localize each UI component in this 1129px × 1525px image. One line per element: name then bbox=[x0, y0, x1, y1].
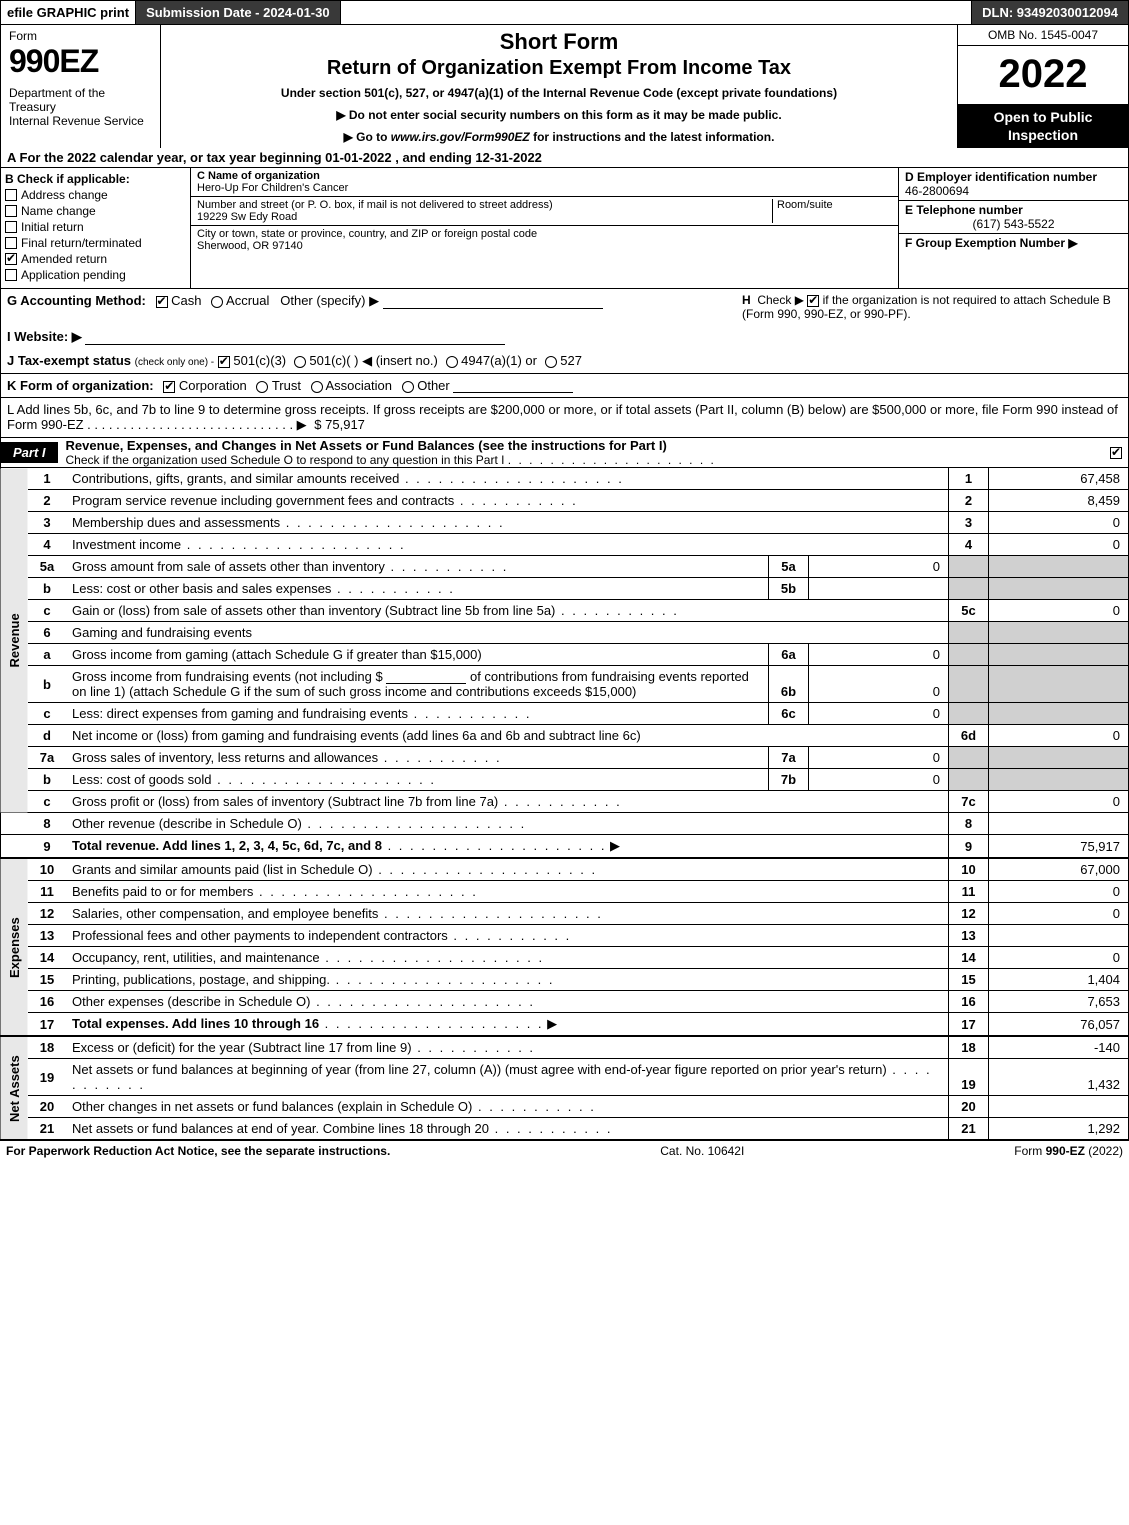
subtitle: Under section 501(c), 527, or 4947(a)(1)… bbox=[169, 86, 949, 100]
note-ssn: ▶ Do not enter social security numbers o… bbox=[169, 108, 949, 122]
chk-trust[interactable] bbox=[256, 381, 268, 393]
line14-value: 0 bbox=[989, 947, 1129, 969]
revenue-table: Revenue 1 Contributions, gifts, grants, … bbox=[0, 468, 1129, 858]
line6b-value: 0 bbox=[809, 666, 949, 703]
chk-amended-return[interactable] bbox=[5, 253, 17, 265]
chk-initial-return[interactable] bbox=[5, 221, 17, 233]
line18-value: -140 bbox=[989, 1037, 1129, 1059]
line4-value: 0 bbox=[989, 534, 1129, 556]
line12-value: 0 bbox=[989, 903, 1129, 925]
tax-year: 2022 bbox=[958, 46, 1128, 104]
ein: 46-2800694 bbox=[905, 184, 1122, 198]
part1-label: Part I bbox=[1, 442, 58, 463]
line10-value: 67,000 bbox=[989, 859, 1129, 881]
netassets-table: Net Assets 18 Excess or (deficit) for th… bbox=[0, 1036, 1129, 1140]
expenses-table: Expenses 10 Grants and similar amounts p… bbox=[0, 858, 1129, 1036]
line3-value: 0 bbox=[989, 512, 1129, 534]
chk-4947[interactable] bbox=[446, 356, 458, 368]
open-to-public: Open to Public Inspection bbox=[958, 104, 1128, 148]
section-def: D Employer identification number 46-2800… bbox=[898, 168, 1128, 288]
line17-value: 76,057 bbox=[989, 1013, 1129, 1036]
dln: DLN: 93492030012094 bbox=[972, 1, 1128, 24]
line11-value: 0 bbox=[989, 881, 1129, 903]
chk-schedule-b[interactable] bbox=[807, 295, 819, 307]
omb-number: OMB No. 1545-0047 bbox=[958, 25, 1128, 46]
efile-label: efile GRAPHIC print bbox=[1, 1, 136, 24]
chk-application-pending[interactable] bbox=[5, 269, 17, 281]
form-label: Form bbox=[9, 29, 152, 43]
note-goto: ▶ Go to www.irs.gov/Form990EZ for instru… bbox=[169, 130, 949, 144]
chk-address-change[interactable] bbox=[5, 189, 17, 201]
row-i: I Website: ▶ bbox=[0, 325, 1129, 349]
org-name: Hero-Up For Children's Cancer bbox=[197, 182, 892, 194]
line6a-value: 0 bbox=[809, 644, 949, 666]
footer-center: Cat. No. 10642I bbox=[390, 1144, 1014, 1158]
chk-other[interactable] bbox=[402, 381, 414, 393]
page-footer: For Paperwork Reduction Act Notice, see … bbox=[0, 1140, 1129, 1161]
phone: (617) 543-5522 bbox=[905, 217, 1122, 231]
line20-value bbox=[989, 1096, 1129, 1118]
form-header: Form 990EZ Department of the Treasury In… bbox=[0, 25, 1129, 148]
chk-final-return[interactable] bbox=[5, 237, 17, 249]
chk-name-change[interactable] bbox=[5, 205, 17, 217]
room-suite-lbl: Room/suite bbox=[772, 199, 892, 223]
org-street: 19229 Sw Edy Road bbox=[197, 211, 772, 223]
chk-association[interactable] bbox=[311, 381, 323, 393]
row-l: L Add lines 5b, 6c, and 7b to line 9 to … bbox=[0, 398, 1129, 438]
section-b: B Check if applicable: Address change Na… bbox=[1, 168, 191, 288]
title-short-form: Short Form bbox=[169, 29, 949, 55]
revenue-side-label: Revenue bbox=[1, 468, 29, 813]
row-g-h: G Accounting Method: Cash Accrual Other … bbox=[0, 289, 1129, 325]
group-exemption-lbl: F Group Exemption Number ▶ bbox=[905, 236, 1078, 250]
submission-date: Submission Date - 2024-01-30 bbox=[136, 1, 341, 24]
line2-value: 8,459 bbox=[989, 490, 1129, 512]
form-number: 990EZ bbox=[9, 43, 152, 80]
section-c: C Name of organization Hero-Up For Child… bbox=[191, 168, 898, 288]
chk-corporation[interactable] bbox=[163, 381, 175, 393]
line7a-value: 0 bbox=[809, 747, 949, 769]
line15-value: 1,404 bbox=[989, 969, 1129, 991]
line19-value: 1,432 bbox=[989, 1059, 1129, 1096]
section-a: A For the 2022 calendar year, or tax yea… bbox=[0, 148, 1129, 168]
chk-schedule-o-part1[interactable] bbox=[1110, 447, 1122, 459]
gross-receipts: $ 75,917 bbox=[314, 417, 365, 432]
line5a-value: 0 bbox=[809, 556, 949, 578]
line8-value bbox=[989, 813, 1129, 835]
footer-right: Form 990-EZ (2022) bbox=[1014, 1144, 1123, 1158]
info-block: B Check if applicable: Address change Na… bbox=[0, 168, 1129, 289]
footer-left: For Paperwork Reduction Act Notice, see … bbox=[6, 1144, 390, 1158]
title-return: Return of Organization Exempt From Incom… bbox=[169, 57, 949, 80]
chk-accrual[interactable] bbox=[211, 296, 223, 308]
line6d-value: 0 bbox=[989, 725, 1129, 747]
irs-link[interactable]: www.irs.gov/Form990EZ bbox=[391, 130, 530, 144]
line21-value: 1,292 bbox=[989, 1118, 1129, 1140]
line7c-value: 0 bbox=[989, 791, 1129, 813]
line13-value bbox=[989, 925, 1129, 947]
row-j: J Tax-exempt status (check only one) - 5… bbox=[0, 349, 1129, 374]
org-city: Sherwood, OR 97140 bbox=[197, 240, 892, 252]
netassets-side-label: Net Assets bbox=[1, 1037, 29, 1140]
row-k: K Form of organization: Corporation Trus… bbox=[0, 374, 1129, 398]
line5b-value bbox=[809, 578, 949, 600]
line6c-value: 0 bbox=[809, 703, 949, 725]
line7b-value: 0 bbox=[809, 769, 949, 791]
chk-501c[interactable] bbox=[294, 356, 306, 368]
top-bar: efile GRAPHIC print Submission Date - 20… bbox=[0, 0, 1129, 25]
expenses-side-label: Expenses bbox=[1, 859, 29, 1036]
chk-cash[interactable] bbox=[156, 296, 168, 308]
part1-header: Part I Revenue, Expenses, and Changes in… bbox=[0, 438, 1129, 468]
dept-treasury: Department of the Treasury Internal Reve… bbox=[9, 86, 152, 128]
line5c-value: 0 bbox=[989, 600, 1129, 622]
chk-527[interactable] bbox=[545, 356, 557, 368]
line1-value: 67,458 bbox=[989, 468, 1129, 490]
line16-value: 7,653 bbox=[989, 991, 1129, 1013]
chk-501c3[interactable] bbox=[218, 356, 230, 368]
line9-value: 75,917 bbox=[989, 835, 1129, 858]
section-h: H Check ▶ if the organization is not req… bbox=[742, 293, 1122, 321]
